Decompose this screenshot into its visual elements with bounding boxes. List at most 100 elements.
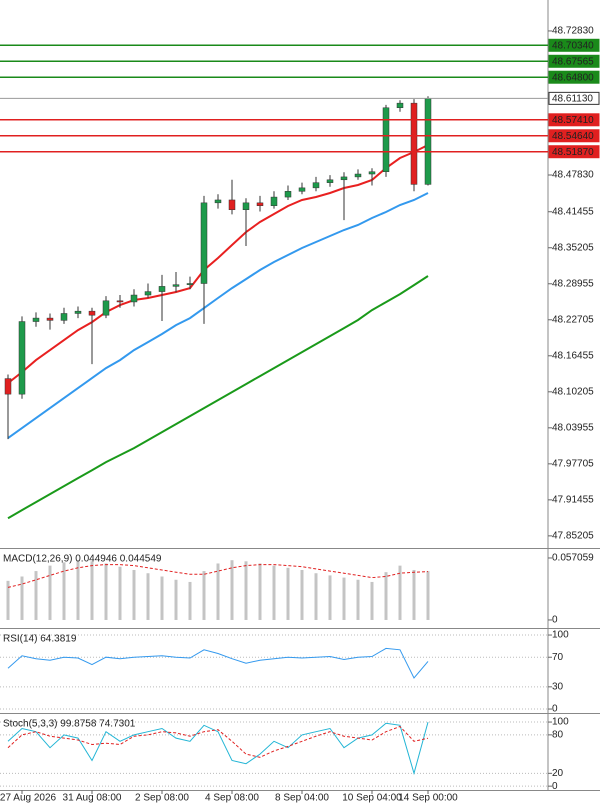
x-tick-label: 14 Sep 00:00 bbox=[398, 793, 458, 804]
moving-average bbox=[7, 192, 429, 439]
candle-body bbox=[284, 191, 292, 198]
candle-body bbox=[340, 176, 348, 181]
histogram-bar bbox=[202, 571, 206, 620]
x-tick-label: 31 Aug 08:00 bbox=[63, 793, 122, 804]
x-tick-label: 4 Sep 08:00 bbox=[205, 793, 259, 804]
panel-title: MACD(12,26,9) 0.044946 0.044549 bbox=[3, 554, 162, 565]
price-level-label: 48.67565 bbox=[552, 56, 594, 67]
candle-body bbox=[228, 199, 236, 210]
indicator-line bbox=[7, 647, 429, 679]
y-tick-label: 48.35205 bbox=[552, 242, 594, 253]
candle-body bbox=[74, 310, 82, 314]
histogram-bar bbox=[244, 561, 248, 620]
histogram-bar bbox=[20, 576, 24, 620]
indicator-line bbox=[7, 725, 429, 758]
candle-body bbox=[116, 300, 124, 303]
candle-body bbox=[270, 196, 278, 206]
candle-body bbox=[88, 310, 96, 316]
histogram-bar bbox=[188, 581, 192, 620]
y-tick-label: 48.28955 bbox=[552, 278, 594, 289]
histogram-bar bbox=[384, 572, 388, 620]
histogram-bar bbox=[76, 560, 80, 620]
price-level-label: 48.61130 bbox=[552, 94, 593, 105]
histogram-bar bbox=[90, 561, 94, 620]
x-tick-label: 27 Aug 2026 bbox=[0, 793, 57, 804]
moving-average bbox=[7, 275, 429, 520]
candle-body bbox=[46, 317, 54, 321]
histogram-bar bbox=[342, 577, 346, 620]
candle-body bbox=[214, 199, 222, 204]
y-tick-label: 47.97705 bbox=[552, 458, 594, 469]
price-level-label: 48.70340 bbox=[552, 40, 594, 51]
y-tick-label: 100 bbox=[552, 717, 569, 728]
candle-body bbox=[382, 107, 390, 172]
panel-title: RSI(14) 64.3819 bbox=[3, 634, 77, 645]
price-level-box bbox=[548, 113, 600, 127]
candle-body bbox=[172, 284, 180, 287]
histogram-bar bbox=[272, 565, 276, 620]
y-tick-label: 48.47830 bbox=[552, 170, 594, 181]
candle-body bbox=[186, 283, 194, 285]
candle-body bbox=[326, 179, 334, 183]
histogram-bar bbox=[286, 567, 290, 620]
y-tick-label: 0 bbox=[552, 615, 558, 626]
candle-body bbox=[256, 202, 264, 206]
moving-average bbox=[7, 144, 429, 384]
price-level-box bbox=[548, 38, 600, 52]
y-tick-label: 0 bbox=[552, 781, 558, 792]
histogram-bar bbox=[132, 569, 136, 620]
candle-body bbox=[4, 378, 12, 395]
candle-body bbox=[144, 291, 152, 296]
price-level-label: 48.54640 bbox=[552, 131, 594, 142]
histogram-bar bbox=[398, 565, 402, 620]
candle-body bbox=[396, 102, 404, 109]
price-level-box bbox=[548, 145, 600, 159]
candle-body bbox=[368, 171, 376, 175]
y-tick-label: 48.41455 bbox=[552, 206, 594, 217]
y-tick-label: 0.057059 bbox=[552, 553, 594, 564]
y-tick-label: 70 bbox=[552, 652, 564, 663]
histogram-bar bbox=[160, 576, 164, 620]
y-tick-label: 47.91455 bbox=[552, 494, 594, 505]
histogram-bar bbox=[118, 566, 122, 620]
candle-body bbox=[60, 313, 68, 321]
y-tick-label: 80 bbox=[552, 730, 564, 741]
histogram-bar bbox=[258, 563, 262, 620]
histogram-bar bbox=[314, 573, 318, 620]
price-level-box bbox=[548, 129, 600, 143]
x-tick-label: 8 Sep 04:00 bbox=[275, 793, 329, 804]
candle-body bbox=[312, 182, 320, 189]
y-tick-label: 20 bbox=[552, 768, 564, 779]
histogram-bar bbox=[146, 573, 150, 620]
y-tick-label: 48.72830 bbox=[552, 26, 594, 37]
histogram-bar bbox=[104, 563, 108, 620]
price-level-box bbox=[548, 54, 600, 68]
histogram-bar bbox=[300, 569, 304, 620]
price-level-label: 48.57410 bbox=[552, 115, 594, 126]
y-tick-label: 0 bbox=[552, 704, 558, 715]
panel-title: Stoch(5,3,3) 99.8758 74.7301 bbox=[3, 719, 136, 730]
histogram-bar bbox=[6, 580, 10, 620]
histogram-bar bbox=[216, 563, 220, 620]
price-level-box bbox=[548, 91, 600, 105]
candle-body bbox=[102, 300, 110, 316]
candle-body bbox=[200, 202, 208, 284]
price-level-label: 48.64800 bbox=[552, 72, 594, 83]
histogram-bar bbox=[328, 575, 332, 620]
histogram-bar bbox=[48, 565, 52, 620]
candle-body bbox=[424, 98, 432, 185]
histogram-bar bbox=[426, 571, 430, 620]
candle-body bbox=[242, 202, 250, 210]
y-tick-label: 100 bbox=[552, 630, 569, 641]
histogram-bar bbox=[412, 569, 416, 620]
x-tick-label: 2 Sep 08:00 bbox=[135, 793, 189, 804]
candle-body bbox=[18, 321, 26, 395]
y-tick-label: 48.03955 bbox=[552, 422, 594, 433]
histogram-bar bbox=[356, 579, 360, 620]
y-tick-label: 30 bbox=[552, 681, 564, 692]
candle-body bbox=[410, 102, 418, 185]
histogram-bar bbox=[34, 571, 38, 620]
y-tick-label: 48.16455 bbox=[552, 350, 594, 361]
